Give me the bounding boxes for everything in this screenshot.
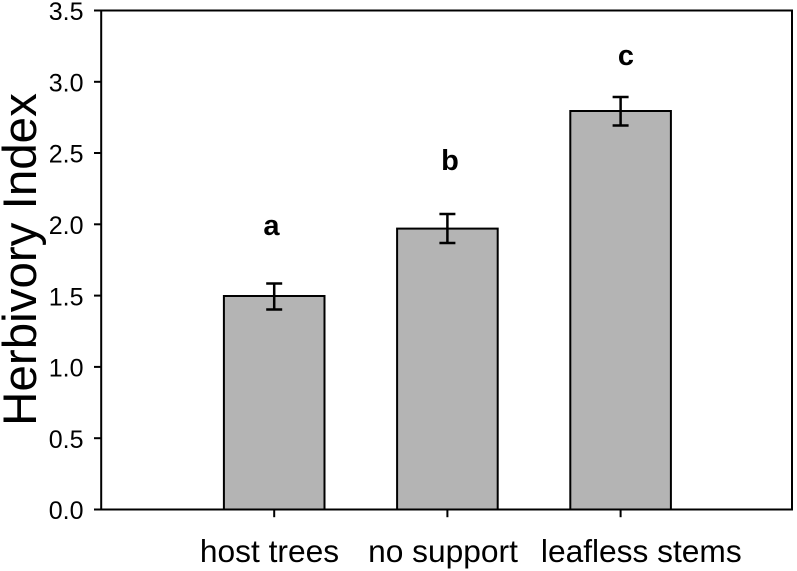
svg-text:3.5: 3.5: [49, 0, 84, 26]
svg-text:b: b: [441, 145, 459, 177]
svg-text:1.5: 1.5: [49, 283, 84, 311]
svg-text:0.0: 0.0: [49, 497, 84, 525]
svg-text:3.0: 3.0: [49, 70, 84, 98]
svg-text:1.0: 1.0: [49, 355, 84, 383]
svg-text:no support: no support: [368, 533, 518, 569]
svg-text:c: c: [618, 40, 634, 72]
svg-text:host trees: host trees: [200, 533, 339, 569]
svg-text:Herbivory Index: Herbivory Index: [0, 93, 47, 426]
svg-text:0.5: 0.5: [49, 426, 84, 454]
svg-text:2.0: 2.0: [49, 212, 84, 240]
svg-text:a: a: [263, 210, 280, 242]
svg-text:leafless stems: leafless stems: [541, 533, 742, 569]
svg-text:2.5: 2.5: [49, 141, 84, 169]
